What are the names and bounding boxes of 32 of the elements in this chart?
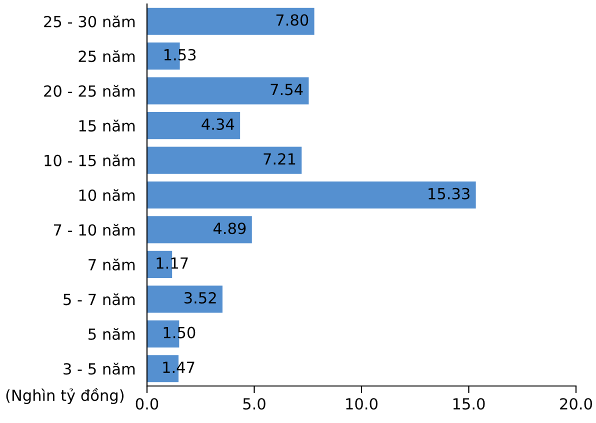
data-label: 3.52	[184, 292, 216, 304]
y-tick-label: 7 năm	[88, 258, 135, 270]
data-label: 15.33	[428, 188, 470, 200]
bar	[147, 146, 302, 174]
bar	[147, 77, 309, 104]
x-tick-label: 20.0	[560, 398, 592, 410]
y-tick-label: 20 - 25 năm	[44, 84, 135, 97]
data-label: 7.54	[270, 84, 303, 96]
y-tick-label: 3 - 5 năm	[64, 362, 135, 375]
x-tick-label: 15.0	[453, 398, 485, 410]
y-tick-label: 5 - 7 năm	[64, 293, 135, 306]
data-label: 1.53	[164, 48, 196, 61]
y-tick-label: 25 năm	[78, 50, 135, 62]
y-tick-label: 25 - 30 năm	[44, 15, 135, 28]
x-tick-label: 10.0	[346, 398, 378, 410]
bar	[147, 8, 314, 35]
data-label: 7.80	[276, 14, 308, 26]
bar	[147, 181, 476, 209]
y-tick-label: 5 năm	[88, 328, 135, 340]
x-tick-label: 5.0	[243, 398, 266, 410]
data-label: 4.34	[202, 118, 234, 130]
data-label: 4.89	[213, 222, 246, 234]
y-tick-label: 15 năm	[79, 120, 135, 132]
data-label: 7.21	[264, 153, 296, 164]
bar	[147, 216, 252, 244]
bar	[147, 112, 240, 140]
x-axis-title: (Nghìn tỷ đồng)	[6, 388, 124, 404]
y-tick-label: 10 năm	[79, 189, 135, 202]
bar	[147, 286, 223, 313]
x-tick-label: 0.0	[136, 398, 158, 410]
y-tick-label: 10 - 15 năm	[44, 154, 135, 166]
y-tick-label: 7 - 10 năm	[54, 224, 135, 236]
